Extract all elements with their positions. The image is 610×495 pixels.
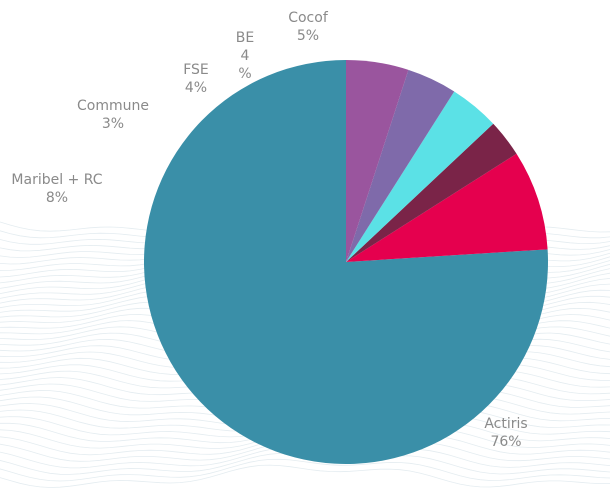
pie-slice-cocof [346,60,409,262]
slice-label-actiris: Actiris 76% [484,416,527,450]
pie-slices [143,60,548,464]
background-wave-line [0,464,610,488]
background-wave-line [0,458,610,482]
slice-labels: Actiris 76% Maribel + RC 8% Commune 3% FSE 4% BE… [11,10,527,450]
pie-slice-maribel-rc [346,153,548,262]
slice-label-maribel-rc: Maribel + RC 8% [11,172,102,206]
pie-slice-fse [346,91,494,262]
pie-slice-commune [346,123,517,262]
slice-label-be: BE 4% [236,30,254,82]
pie-slice-be [346,69,455,262]
slice-label-commune: Commune 3% [77,98,149,132]
slice-label-fse: FSE 4% [183,62,209,96]
slice-label-cocof: Cocof 5% [288,10,329,44]
pie-slice-actiris [143,60,548,464]
